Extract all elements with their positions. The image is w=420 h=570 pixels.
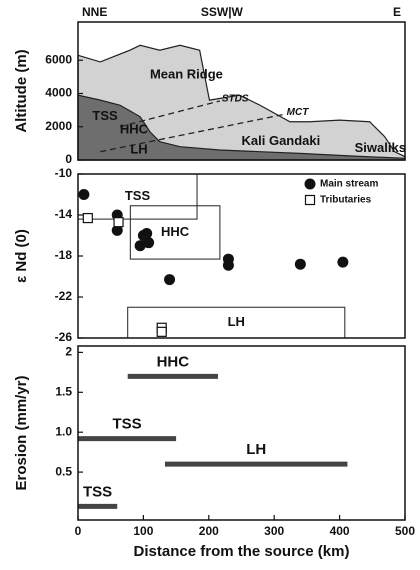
main-stream-point bbox=[164, 274, 176, 286]
profile-area bbox=[77, 44, 406, 161]
y-tick-label: 6000 bbox=[45, 52, 72, 66]
plot-frame bbox=[77, 21, 406, 161]
box-label: LH bbox=[228, 314, 245, 329]
y-tick-label: 2000 bbox=[45, 119, 72, 133]
y-tick-label: -18 bbox=[55, 248, 73, 262]
x-tick-label: 200 bbox=[199, 524, 219, 538]
y-tick-label: 1.5 bbox=[55, 384, 72, 398]
annotation: Kali Gandaki bbox=[242, 133, 321, 148]
annotation: Siwaliks bbox=[355, 140, 406, 155]
main-stream-point bbox=[143, 237, 155, 249]
y-axis-label: Erosion (mm/yr) bbox=[13, 375, 30, 490]
x-tick-label: 0 bbox=[75, 524, 82, 538]
main-stream-point bbox=[78, 189, 90, 200]
range-label: LH bbox=[246, 441, 266, 458]
y-tick-label: -26 bbox=[55, 330, 73, 344]
main-stream-point bbox=[294, 258, 306, 270]
main-stream-point bbox=[134, 240, 146, 252]
legend-marker bbox=[304, 194, 316, 206]
annotation: HHC bbox=[120, 122, 149, 137]
tributary-point bbox=[156, 326, 167, 337]
direction-label: SSW|W bbox=[201, 5, 244, 19]
y-tick-label: 1.0 bbox=[55, 424, 72, 438]
profile-area bbox=[77, 94, 406, 161]
direction-label: NNE bbox=[82, 5, 107, 19]
boundary-label: MCT bbox=[287, 107, 310, 118]
y-tick-label: 0.5 bbox=[55, 464, 72, 478]
annotation: LH bbox=[130, 141, 147, 156]
y-tick-label: 2 bbox=[65, 345, 72, 359]
y-tick-label: -14 bbox=[55, 207, 73, 221]
plot-frame bbox=[77, 345, 406, 521]
x-tick-label: 300 bbox=[264, 524, 284, 538]
y-axis-label: ε Nd (0) bbox=[13, 229, 30, 283]
tributary-point bbox=[82, 212, 93, 224]
x-tick-label: 400 bbox=[330, 524, 350, 538]
tributary-point bbox=[113, 217, 124, 228]
y-tick-label: 4000 bbox=[45, 86, 72, 100]
y-tick-label: 0 bbox=[65, 152, 72, 166]
x-axis-label: Distance from the source (km) bbox=[134, 543, 350, 560]
box-label: HHC bbox=[161, 224, 190, 239]
boundary-line bbox=[100, 113, 285, 153]
annotation: Mean Ridge bbox=[150, 67, 223, 82]
x-tick-label: 500 bbox=[395, 524, 415, 538]
range-label: HHC bbox=[157, 353, 190, 370]
legend-label: Tributaries bbox=[320, 195, 372, 206]
main-stream-point bbox=[337, 256, 349, 268]
direction-label: E bbox=[393, 5, 401, 19]
boundary-line bbox=[119, 100, 221, 128]
boundary-label: STDS bbox=[222, 94, 249, 105]
main-stream-point bbox=[222, 259, 234, 271]
range-label: TSS bbox=[83, 483, 112, 500]
source-range-box bbox=[129, 205, 221, 260]
main-stream-point bbox=[141, 227, 153, 239]
range-label: TSS bbox=[112, 416, 141, 433]
legend-label: Main stream bbox=[320, 179, 378, 190]
box-label: TSS bbox=[125, 188, 151, 203]
y-axis-label: Altitude (m) bbox=[13, 49, 30, 132]
y-tick-label: -10 bbox=[55, 166, 73, 180]
annotation: TSS bbox=[92, 108, 118, 123]
x-tick-label: 100 bbox=[133, 524, 153, 538]
y-tick-label: -22 bbox=[55, 289, 73, 303]
main-stream-point bbox=[111, 224, 123, 236]
legend-marker bbox=[304, 178, 316, 190]
